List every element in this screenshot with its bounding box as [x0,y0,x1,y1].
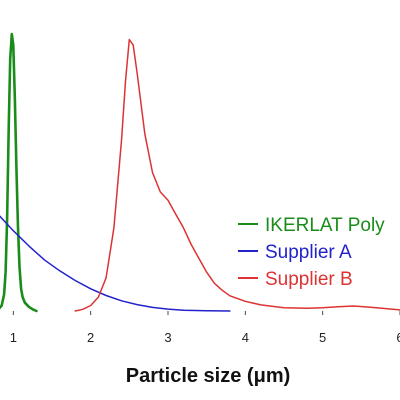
legend-label-supplier-a: Supplier A [265,242,352,263]
legend-label-supplier-b: Supplier B [265,269,353,290]
x-tick-label-6: 6 [396,330,400,345]
x-tick-label-4: 4 [242,330,249,345]
series-line-ikerlat-poly [0,32,38,313]
x-tick-label-1: 1 [10,330,17,345]
x-tick-label-5: 5 [319,330,326,345]
series-line-supplier-a [0,215,231,312]
series-lines [0,32,400,313]
x-tick-label-3: 3 [164,330,171,345]
legend: IKERLAT Poly Supplier A Supplier B [238,215,385,290]
series-line-supplier-b [74,38,400,312]
x-axis-title: Particle size (μm) [126,365,291,387]
x-axis: 1 2 3 4 5 6 [10,311,400,345]
x-tick-label-2: 2 [87,330,94,345]
legend-label-ikerlat-poly: IKERLAT Poly [265,215,385,236]
